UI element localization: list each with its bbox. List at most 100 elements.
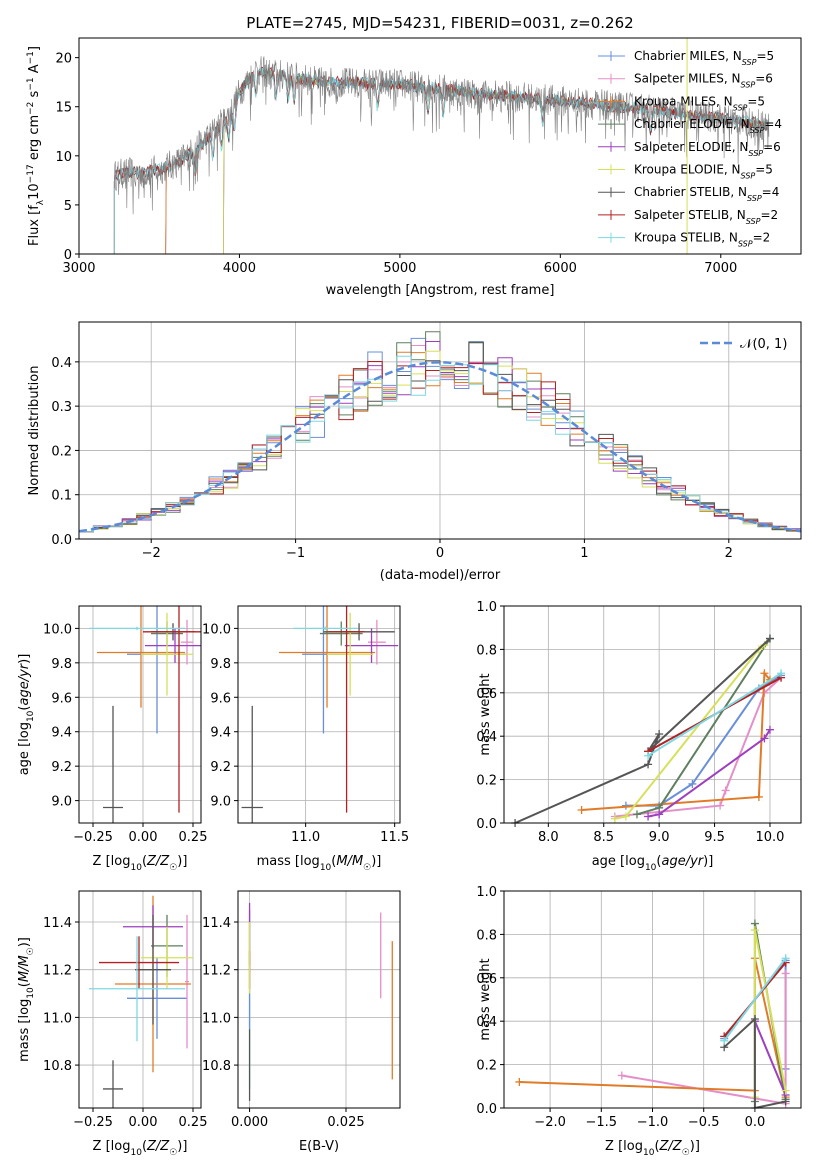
y-tick-label: 0.0: [476, 817, 497, 832]
y-tick-label: 9.0: [51, 795, 72, 810]
x-tick-label: −0.5: [688, 1115, 720, 1130]
y-tick-label: 0.1: [51, 489, 72, 504]
y-tick-label: 9.4: [210, 726, 231, 741]
point-marker: [644, 760, 652, 768]
y-tick-label: 10.8: [43, 1059, 72, 1074]
point-marker: [755, 793, 763, 801]
x-axis-label: mass [log10(M/M☉)]: [257, 854, 382, 873]
y-tick-label: 0.3: [51, 400, 72, 415]
x-tick-label: 4000: [223, 261, 256, 276]
axes-frame: [79, 891, 201, 1108]
axes-frame: [238, 891, 400, 1108]
y-tick-label: 11.0: [43, 1011, 72, 1026]
x-tick-label: 0.000: [231, 1115, 268, 1130]
legend-label: Chabrier ELODIE, NSSP=4: [634, 117, 782, 135]
x-tick-label: 8.5: [593, 830, 614, 845]
legend-label: Salpeter STELIB, NSSP=2: [634, 208, 778, 226]
y-tick-label: 1.0: [476, 885, 497, 900]
point-marker: [578, 806, 586, 814]
point-marker: [751, 926, 759, 934]
series-3-line: [582, 673, 770, 810]
x-tick-label: 9.0: [649, 830, 670, 845]
y-tick-label: 10: [55, 150, 72, 165]
y-tick-label: 11.2: [43, 964, 72, 979]
y-axis-label: Flux [fλ10−17 erg cm−2 s−1 A−1]: [26, 46, 46, 246]
x-tick-label: 11.0: [291, 830, 320, 845]
y-tick-label: 15: [55, 101, 72, 116]
x-tick-label: 8.0: [538, 830, 559, 845]
panel-2: −2 −1 0 1 2 0.0 0.1 0.2 0.3 0.4 𝒩(0, 1): [51, 322, 801, 561]
y-axis-label: age [log10(age/yr)]: [17, 654, 36, 776]
legend-label: Chabrier STELIB, NSSP=4: [634, 185, 779, 203]
x-axis-label: Z [log10(Z/Z☉)]: [605, 1139, 700, 1158]
x-tick-label: 11.5: [380, 830, 409, 845]
y-tick-label: 0.4: [51, 356, 72, 371]
legend-label: Chabrier MILES, NSSP=5: [634, 49, 774, 67]
panel-8: −2.0 −1.5 −1.0 −0.5 0.0 0.0 0.2 0.4 0.6 0.8 1.0: [476, 885, 801, 1130]
x-tick-label: −0.25: [73, 830, 113, 845]
y-tick-label: 1.0: [476, 600, 497, 615]
y-tick-label: 9.2: [210, 760, 231, 775]
y-axis-label: Normed distribution: [27, 366, 42, 496]
x-tick-label: 9.5: [704, 830, 725, 845]
x-axis-label: age [log10(age/yr)]: [592, 854, 714, 873]
y-tick-label: 5: [64, 199, 72, 214]
x-tick-label: 3000: [62, 261, 95, 276]
y-tick-label: 10.0: [43, 622, 72, 637]
legend-label: Kroupa STELIB, NSSP=2: [634, 231, 770, 249]
legend-label: Salpeter MILES, NSSP=6: [634, 72, 773, 90]
y-tick-label: 9.8: [51, 657, 72, 672]
x-axis-label: wavelength [Angstrom, rest frame]: [326, 283, 555, 298]
y-axis-label: mass weight: [478, 673, 493, 755]
y-tick-label: 9.6: [51, 691, 72, 706]
x-tick-label: 0: [436, 546, 444, 561]
x-tick-label: 10.0: [755, 830, 784, 845]
x-tick-label: 0.025: [327, 1115, 364, 1130]
legend-label: Kroupa ELODIE, NSSP=5: [634, 163, 773, 181]
y-tick-label: 11.0: [202, 1011, 231, 1026]
chart-title: PLATE=2745, MJD=54231, FIBERID=0031, z=0…: [246, 14, 633, 32]
panel-4: 11.0 11.5 9.0 9.2 9.4 9.6 9.8 10.0: [202, 451, 409, 909]
y-tick-label: 11.4: [43, 916, 72, 931]
x-tick-label: −1.0: [637, 1115, 669, 1130]
x-tick-label: −2.0: [534, 1115, 566, 1130]
axes-frame: [238, 606, 400, 823]
y-tick-label: 20: [55, 52, 72, 67]
y-tick-label: 0.2: [476, 1059, 497, 1074]
x-tick-label: 0.0: [745, 1115, 766, 1130]
y-tick-label: 11.2: [202, 964, 231, 979]
x-tick-label: 0.00: [129, 830, 158, 845]
y-tick-label: 11.4: [202, 916, 231, 931]
y-tick-label: 10.8: [202, 1059, 231, 1074]
x-axis-label: E(B-V): [299, 1139, 339, 1154]
y-tick-label: 0.8: [476, 928, 497, 943]
y-tick-label: 0.2: [476, 774, 497, 789]
y-tick-label: 0.0: [476, 1102, 497, 1117]
y-tick-label: 0.0: [51, 533, 72, 548]
x-axis-label: (data-model)/error: [380, 568, 501, 583]
x-tick-label: 0.25: [179, 1115, 208, 1130]
panel-5: 8.0 8.5 9.0 9.5 10.0 0.0 0.2 0.4 0.6 0.8 1.0: [476, 600, 801, 845]
point-marker: [782, 969, 790, 977]
y-tick-label: 9.4: [51, 726, 72, 741]
y-axis-label: mass [log10(M/M☉)]: [17, 937, 36, 1062]
x-axis-label: Z [log10(Z/Z☉)]: [93, 854, 188, 873]
y-tick-label: 0: [64, 248, 72, 263]
y-tick-label: 9.6: [210, 691, 231, 706]
axes-frame: [79, 606, 201, 823]
x-tick-label: 6000: [544, 261, 577, 276]
y-tick-label: 9.8: [210, 657, 231, 672]
x-tick-label: −1: [286, 546, 305, 561]
x-tick-label: 2: [725, 546, 733, 561]
panel-6: −0.25 0.00 0.25 10.8 11.0 11.2 11.4: [43, 891, 207, 1130]
y-tick-label: 0.8: [476, 643, 497, 658]
x-tick-label: 7000: [704, 261, 737, 276]
panel-1: 3000 4000 5000 6000 7000 0 5 10 15 20 Chabrier MIL…: [55, 38, 801, 276]
x-tick-label: 0.00: [129, 1115, 158, 1130]
point-marker: [633, 810, 641, 818]
point-marker: [618, 1071, 626, 1079]
x-tick-label: −2: [142, 546, 161, 561]
x-tick-label: −1.5: [586, 1115, 618, 1130]
point-marker: [716, 802, 724, 810]
